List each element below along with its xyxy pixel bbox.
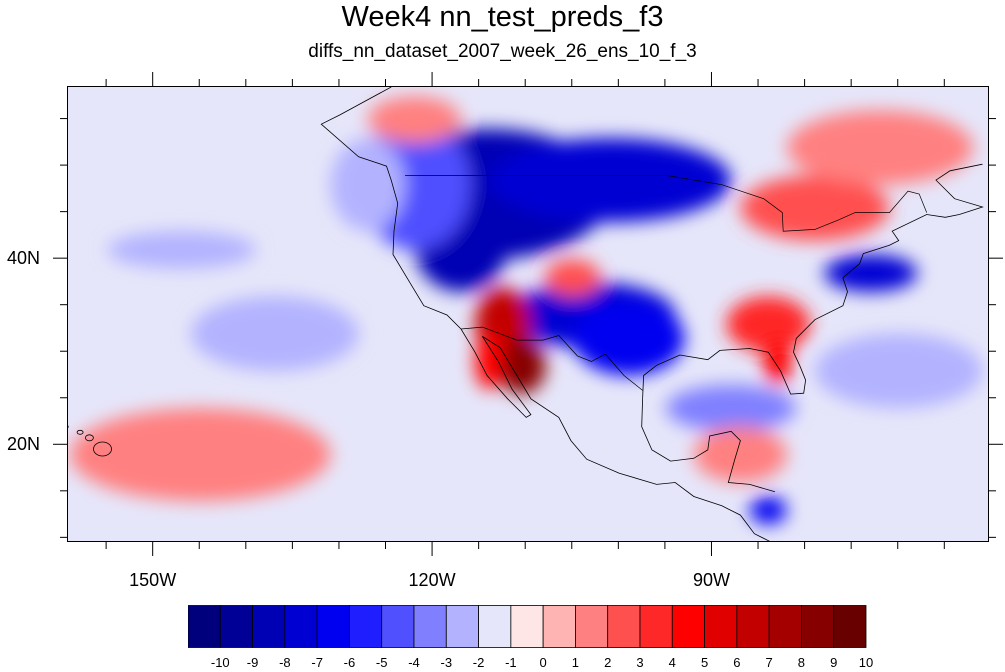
coastline-atlantic	[642, 163, 984, 399]
colorbar-swatch	[736, 605, 770, 648]
colorbar-label: -2	[472, 655, 485, 670]
colorbar-swatch	[349, 605, 383, 648]
hawaii-island-0	[93, 441, 112, 457]
colorbar-label: -1	[505, 655, 517, 670]
lat-label: 20N	[6, 434, 40, 455]
coastline-gulf	[641, 398, 776, 493]
colorbar-label: -9	[246, 655, 259, 670]
colorbar-label: -4	[408, 655, 420, 670]
anomaly-quebec-surplus	[787, 110, 974, 185]
colorbar-label: 4	[668, 655, 676, 670]
colorbar-swatch	[510, 605, 544, 648]
plot-subtitle: diffs_nn_dataset_2007_week_26_ens_10_f_3	[308, 41, 697, 62]
hawaii-island-2	[76, 429, 84, 435]
anomaly-colorado-surplus	[544, 259, 601, 297]
anomaly-pacific-anomaly-center	[191, 296, 359, 371]
colorbar-label: 3	[636, 655, 644, 670]
plot-title: Week4 nn_test_preds_f3	[341, 1, 664, 33]
anomaly-alaska-gulf-red	[367, 96, 461, 143]
colorbar-swatch	[478, 605, 512, 648]
colorbar-label: 7	[765, 655, 773, 670]
lon-label: 90W	[692, 570, 730, 590]
anomaly-pacific-anomaly-north	[330, 138, 406, 232]
colorbar-swatch	[704, 605, 738, 648]
anomaly-caribbean-red	[693, 426, 788, 483]
anomaly-central-america-deficit	[749, 496, 787, 525]
colorbar-swatch	[252, 605, 286, 648]
map-panel	[67, 86, 989, 542]
contour-map	[68, 87, 988, 541]
colorbar-label: -3	[440, 655, 453, 670]
colorbar-swatch	[381, 605, 415, 648]
anomaly-subtropical-pacific-red	[69, 408, 331, 502]
colorbar-swatch	[639, 605, 673, 648]
border-us-canada	[405, 175, 928, 232]
anomaly-southeast-surplus	[726, 296, 811, 353]
colorbar-swatch	[607, 605, 641, 648]
colorbar-swatch	[671, 605, 705, 648]
lat-label: 40N	[6, 248, 40, 269]
colorbar-swatch	[575, 605, 609, 648]
anomaly-texas-deficit	[572, 301, 685, 376]
border-us-mexico	[460, 326, 643, 391]
anomaly-tropical-atlantic-blue	[814, 333, 983, 408]
hawaii-island-1	[84, 434, 94, 442]
colorbar-swatch	[188, 605, 221, 648]
colorbar-swatch	[445, 605, 479, 648]
colorbar-swatch	[284, 605, 318, 648]
anomaly-northern-plains-deficit	[488, 138, 732, 222]
colorbar-label: 9	[830, 655, 838, 670]
colorbar-swatch	[413, 605, 447, 648]
colorbar-swatch	[801, 605, 835, 648]
coastline-pacific	[320, 87, 770, 541]
colorbar	[188, 605, 867, 648]
anomaly-great-lakes-surplus	[740, 175, 890, 241]
colorbar-label: 8	[797, 655, 806, 670]
colorbar-swatch	[833, 605, 867, 648]
colorbar-label: 6	[733, 655, 741, 670]
colorbar-swatch	[768, 605, 802, 648]
colorbar-swatch	[542, 605, 576, 648]
colorbar-label: 10	[858, 655, 874, 670]
anomaly-pacific-anomaly-west	[107, 231, 257, 269]
colorbar-label: 5	[700, 655, 709, 670]
colorbar-label: -8	[279, 655, 291, 670]
colorbar-label: 0	[539, 655, 547, 670]
colorbar-swatch	[316, 605, 350, 648]
colorbar-label: -6	[343, 655, 356, 670]
colorbar-swatch	[219, 605, 253, 648]
colorbar-label: 2	[604, 655, 612, 670]
anomaly-sonora-surplus	[497, 338, 546, 395]
anomaly-gulf-of-mexico-blue	[665, 384, 797, 432]
colorbar-label: 1	[571, 655, 580, 670]
lon-label: 150W	[129, 570, 177, 590]
colorbar-label: -5	[375, 655, 388, 670]
colorbar-label: -10	[210, 655, 230, 670]
anomaly-florida-surplus	[763, 338, 792, 385]
colorbar-label: -7	[311, 655, 323, 670]
lon-label: 120W	[408, 570, 456, 590]
anomaly-baja-surplus	[475, 333, 503, 390]
anomaly-mid-atlantic-deficit	[824, 254, 918, 292]
